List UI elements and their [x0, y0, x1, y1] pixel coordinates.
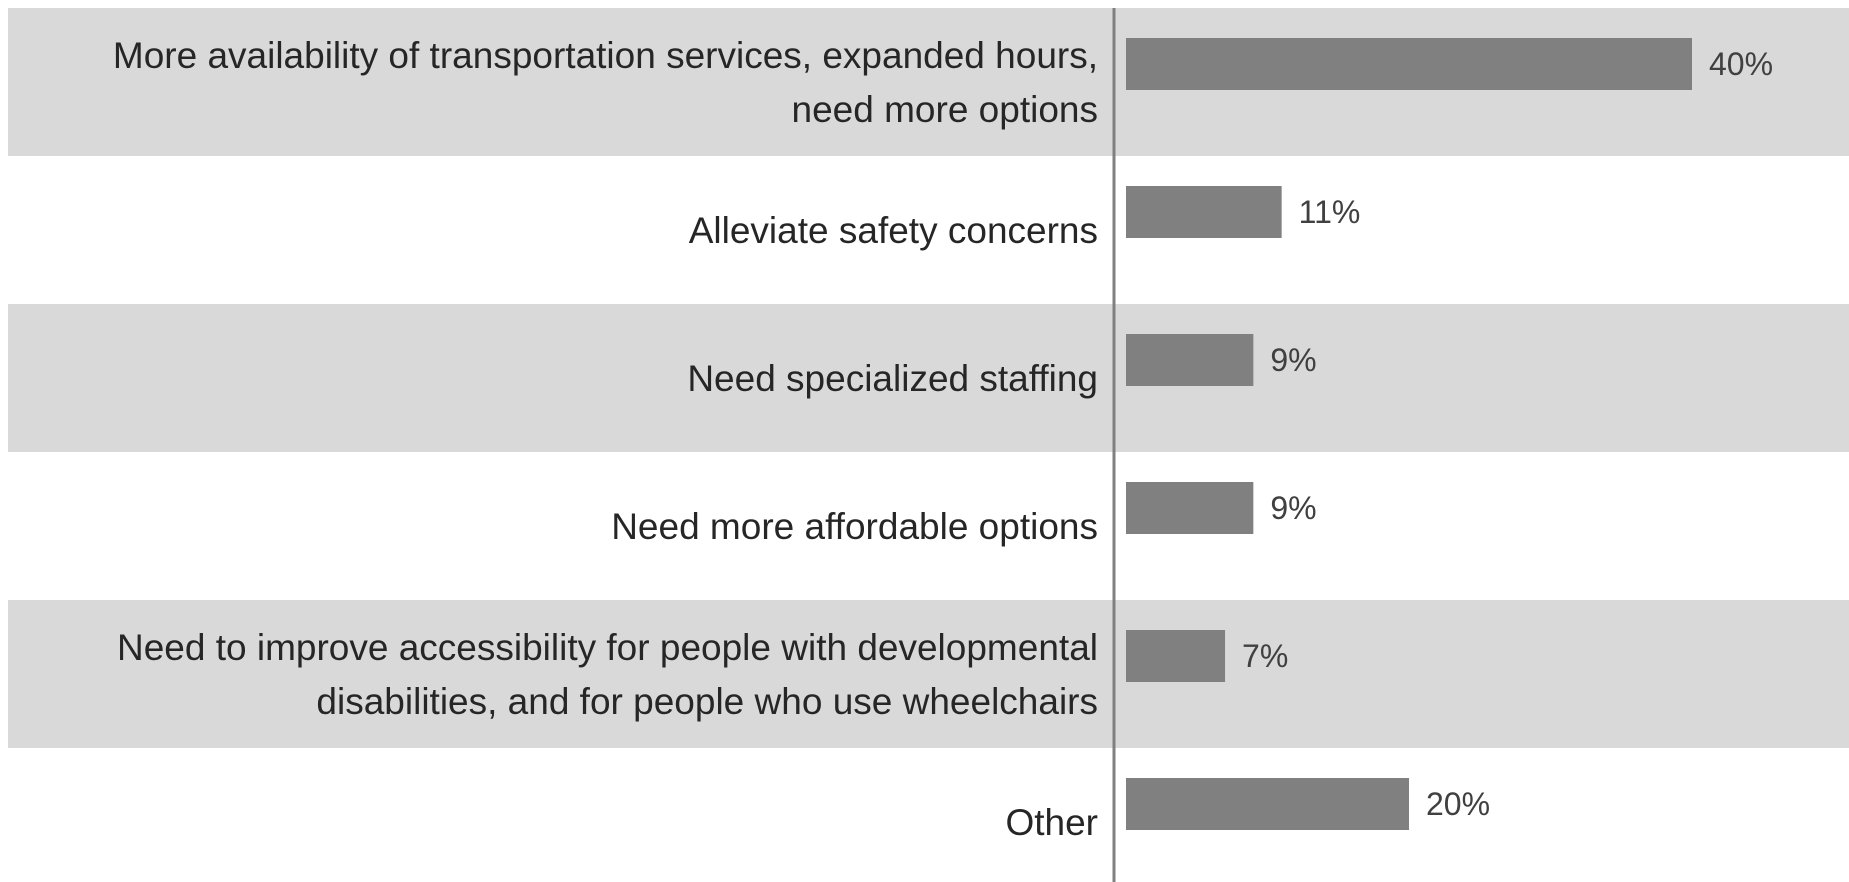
category-label: Need specialized staffing [687, 358, 1098, 399]
category-label: More availability of transportation serv… [113, 35, 1098, 76]
category-labels: More availability of transportation serv… [113, 35, 1098, 843]
data-label: 11% [1299, 194, 1361, 230]
category-label: need more options [792, 89, 1098, 130]
bar [1126, 186, 1282, 238]
row-bands [8, 8, 1849, 748]
category-label: disabilities, and for people who use whe… [316, 681, 1098, 722]
category-label: Other [1005, 802, 1098, 843]
bar [1126, 334, 1254, 386]
data-label: 7% [1242, 638, 1288, 674]
category-label: Need to improve accessibility for people… [117, 627, 1098, 668]
data-label: 9% [1270, 490, 1316, 526]
bar [1126, 778, 1409, 830]
data-label: 40% [1709, 46, 1773, 82]
data-label: 20% [1426, 786, 1490, 822]
bars-group [1126, 38, 1692, 830]
bar [1126, 482, 1254, 534]
bar [1126, 630, 1226, 682]
category-label: Alleviate safety concerns [689, 210, 1098, 251]
row-band [8, 304, 1849, 452]
category-label: Need more affordable options [611, 506, 1098, 547]
row-band [8, 600, 1849, 748]
value-labels: 40% 11% 9% 9% 7% 20% [1242, 46, 1773, 822]
data-label: 9% [1270, 342, 1316, 378]
bar [1126, 38, 1692, 90]
